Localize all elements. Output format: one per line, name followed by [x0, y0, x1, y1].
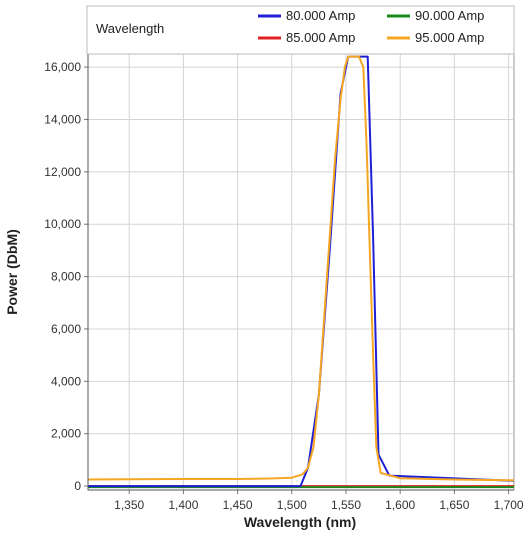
legend-label-90-000-amp: 90.000 Amp	[415, 8, 484, 23]
y-tick-label: 16,000	[44, 60, 81, 74]
x-tick-label: 1,550	[331, 498, 361, 512]
y-axis-label: Power (DbM)	[4, 229, 20, 315]
x-tick-label: 1,650	[439, 498, 469, 512]
y-tick-label: 2,000	[51, 427, 81, 441]
legend-box	[86, 5, 515, 55]
y-tick-label: 0	[74, 479, 81, 493]
series-line-95-000-amp	[88, 55, 514, 482]
legend-layer: Wavelength 80.000 Amp 85.000 Amp 90.000 Am…	[86, 5, 515, 55]
y-tick-label: 14,000	[44, 112, 81, 126]
x-tick-label: 1,700	[494, 498, 524, 512]
legend-label-80-000-amp: 80.000 Amp	[286, 8, 355, 23]
x-tick-label: 1,450	[223, 498, 253, 512]
plot-area	[87, 53, 515, 491]
x-tick-label: 1,600	[385, 498, 415, 512]
legend-label-85-000-amp: 85.000 Amp	[286, 30, 355, 45]
axis-layer: 1,350 1,400 1,450 1,500 1,550 1,600 1,650 1,700…	[44, 54, 524, 512]
x-tick-label: 1,500	[277, 498, 307, 512]
x-axis-label: Wavelength (nm)	[244, 514, 356, 530]
legend-label-95-000-amp: 95.000 Amp	[415, 30, 484, 45]
y-tick-label: 12,000	[44, 165, 81, 179]
y-tick-label: 8,000	[51, 270, 81, 284]
x-tick-label: 1,350	[114, 498, 144, 512]
y-tick-label: 4,000	[51, 374, 81, 388]
x-tick-label: 1,400	[168, 498, 198, 512]
frame-layer	[87, 53, 515, 491]
series-layer	[88, 55, 514, 489]
y-tick-label: 6,000	[51, 322, 81, 336]
y-tick-label: 10,000	[44, 217, 81, 231]
chart-title: Wavelength	[96, 21, 164, 36]
